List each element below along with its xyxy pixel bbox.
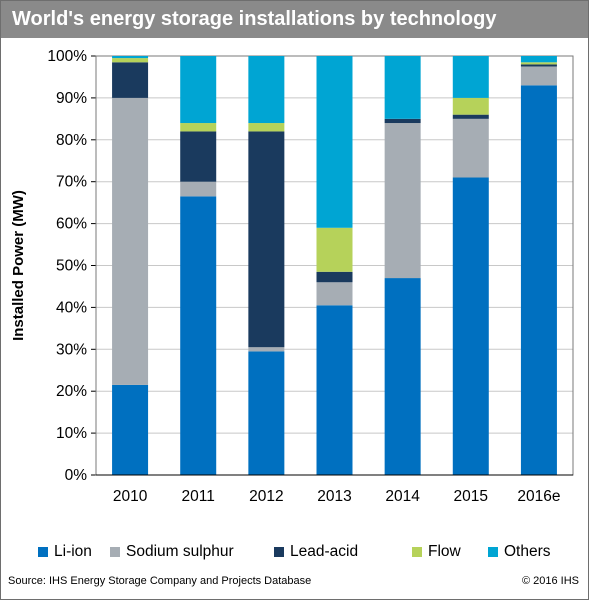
legend-item: Lead-acid xyxy=(274,541,358,563)
x-tick-label: 2010 xyxy=(113,488,148,505)
legend-label: Others xyxy=(504,543,551,560)
y-tick-label: 50% xyxy=(56,258,87,275)
source-note: Source: IHS Energy Storage Company and P… xyxy=(8,575,312,587)
legend-swatch xyxy=(412,547,422,557)
bar-segment xyxy=(112,62,149,98)
y-tick-label: 40% xyxy=(56,299,87,316)
legend-swatch xyxy=(38,547,48,557)
bar-segment xyxy=(248,56,285,124)
bar-segment xyxy=(520,62,557,65)
x-tick-label: 2011 xyxy=(182,488,215,505)
bar-segment xyxy=(316,227,353,272)
bar-segment xyxy=(452,177,489,475)
bar-segment xyxy=(180,196,217,476)
bar-segment xyxy=(316,305,353,475)
bar-segment xyxy=(112,384,149,475)
bar-segment xyxy=(316,271,353,283)
bar-segment xyxy=(384,118,421,124)
bar-segment xyxy=(112,56,149,59)
bar-segment xyxy=(452,118,489,178)
bar-segment xyxy=(112,58,149,63)
y-tick-label: 90% xyxy=(56,90,87,107)
legend-swatch xyxy=(488,547,498,557)
bar-segment xyxy=(520,56,557,63)
bar-segment xyxy=(384,56,421,119)
y-tick-label: 20% xyxy=(56,383,87,400)
y-tick-label: 30% xyxy=(56,341,87,358)
bar-segment xyxy=(248,351,285,475)
legend-label: Flow xyxy=(428,543,461,560)
bar-segment xyxy=(316,56,353,228)
bar-segment xyxy=(248,347,285,352)
copyright-note: © 2016 IHS xyxy=(521,575,579,587)
bar-segment xyxy=(452,56,489,98)
y-tick-label: 0% xyxy=(65,467,88,484)
bar-segment xyxy=(384,278,421,475)
legend-item: Li-ion xyxy=(38,541,92,563)
legend-item: Sodium sulphur xyxy=(110,541,234,563)
legend-swatch xyxy=(110,547,120,557)
bar-segment xyxy=(180,131,217,182)
bar-segment xyxy=(248,131,285,348)
legend-label: Li-ion xyxy=(54,543,92,560)
bar-segment xyxy=(316,282,353,306)
legend: Li-ion Sodium sulphur Lead-acid Flow Others xyxy=(38,541,578,563)
bar-segment xyxy=(520,64,557,67)
bar-segment xyxy=(452,114,489,119)
x-tick-label: 2014 xyxy=(385,488,420,505)
y-axis-label: Installed Power (MW) xyxy=(10,190,27,341)
bar-segment xyxy=(384,123,421,279)
y-tick-label: 80% xyxy=(56,132,87,149)
plot-area: 0% 10% 20% 30% 40% 50% 60% 70% 80% 90% 100% Install… xyxy=(3,40,586,529)
legend-label: Sodium sulphur xyxy=(126,543,234,560)
x-tick-label: 2013 xyxy=(317,488,351,505)
title-bar: World's energy storage installations by … xyxy=(1,1,588,38)
bar-segment xyxy=(248,123,285,132)
bar-segment xyxy=(180,56,217,124)
bar-segment xyxy=(112,97,149,385)
x-tick-label: 2012 xyxy=(249,488,283,505)
legend-label: Lead-acid xyxy=(290,543,359,560)
x-tick-label: 2015 xyxy=(454,488,488,505)
legend-swatch xyxy=(274,547,284,557)
bar-segment xyxy=(520,66,557,86)
y-tick-label: 10% xyxy=(56,425,87,442)
x-tick-label: 2016e xyxy=(517,488,560,505)
chart-title: World's energy storage installations by … xyxy=(12,8,497,30)
stacked-bar-chart: 0% 10% 20% 30% 40% 50% 60% 70% 80% 90% 100% Install… xyxy=(10,48,574,505)
bar-segment xyxy=(452,97,489,115)
y-tick-label: 70% xyxy=(56,174,87,191)
bar-segment xyxy=(180,123,217,132)
bar-segment xyxy=(520,85,557,475)
legend-item: Others xyxy=(488,541,551,563)
y-tick-label: 100% xyxy=(47,48,87,65)
bar-segment xyxy=(180,181,217,197)
legend-item: Flow xyxy=(412,541,461,563)
y-tick-label: 60% xyxy=(56,216,87,233)
